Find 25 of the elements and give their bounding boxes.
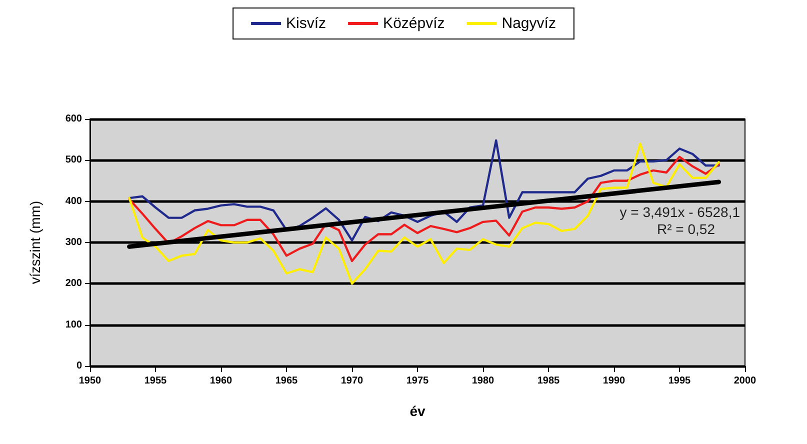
annotation: y = 3,491x - 6528,1 (620, 204, 740, 220)
legend-label: Középvíz (383, 15, 445, 32)
y-tick-label: 100 (65, 319, 82, 330)
x-tick-label: 1960 (210, 376, 233, 386)
x-tick-label: 1955 (144, 376, 168, 386)
x-tick-label: 1985 (537, 376, 560, 386)
y-axis-title: vízszint (mm) (27, 200, 43, 284)
annotation: R² = 0,52 (657, 221, 716, 237)
x-tick-label: 1975 (406, 376, 430, 386)
y-tick-label: 400 (65, 196, 82, 207)
x-tick-label: 2000 (734, 376, 757, 386)
x-tick-label: 1965 (275, 376, 298, 386)
x-tick-label: 1970 (340, 376, 364, 386)
y-tick-label: 500 (65, 154, 82, 166)
x-tick-label: 1980 (472, 376, 495, 386)
x-tick-label: 1995 (668, 376, 692, 386)
x-axis-title: év (410, 403, 426, 419)
y-tick-label: 600 (65, 114, 82, 124)
x-tick-label: 1950 (78, 376, 102, 386)
y-tick-label: 0 (76, 360, 82, 372)
x-tick-label: 1990 (602, 376, 626, 386)
legend-label: Kisvíz (286, 15, 326, 32)
legend-label: Nagyvíz (502, 15, 556, 32)
y-tick-label: 200 (65, 278, 82, 290)
y-tick-label: 300 (65, 237, 82, 248)
